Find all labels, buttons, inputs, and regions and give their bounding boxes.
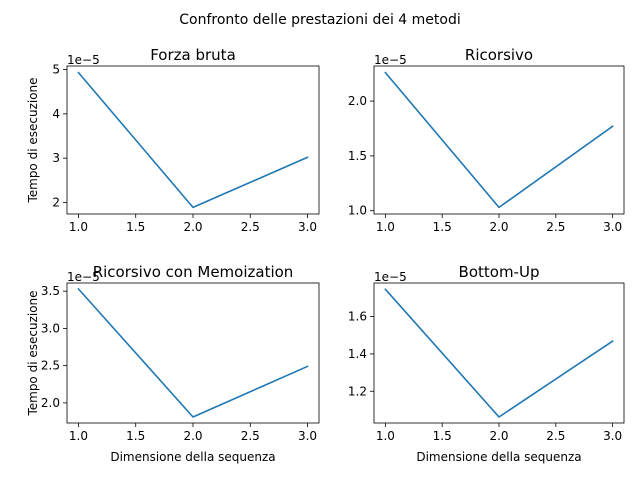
chart-1: Forza bruta 1.0 1.5 2.0 2.5 3.0 2 3 4 5 1e−5 Tempo …: [26, 46, 320, 234]
chart-4: Bottom-Up 1.0 1.5 2.0 2.5 3.0 1.2 1.4 1.6 1e−5 Dim…: [348, 263, 625, 464]
chart-4-xtick-label: 3.0: [603, 429, 622, 443]
chart-1-xtick-label: 2.0: [183, 220, 202, 234]
chart-3-data-point: [78, 288, 80, 290]
chart-2-xtick-label: 1.5: [433, 220, 452, 234]
chart-1-xtick-label: 1.5: [126, 220, 145, 234]
chart-4-ytick-label: 1.2: [348, 384, 367, 398]
chart-2-xtick-label: 1.0: [376, 220, 395, 234]
chart-2-data-point: [385, 72, 387, 74]
chart-3-xtick-label: 2.5: [241, 429, 260, 443]
chart-3-ytick-label: 3.0: [41, 321, 60, 335]
chart-3-title: Ricorsivo con Memoization: [93, 263, 294, 281]
chart-2-title: Ricorsivo: [465, 46, 533, 64]
chart-1-data-point: [307, 156, 309, 158]
chart-2-ytick-label: 1.5: [348, 149, 367, 163]
chart-1-title: Forza bruta: [150, 46, 236, 64]
chart-1-series-line: [77, 71, 309, 209]
chart-2-xtick-label: 3.0: [603, 220, 622, 234]
chart-4-ytick-label: 1.4: [348, 347, 367, 361]
chart-1-ytick-label: 3: [52, 151, 60, 165]
chart-1-ytick-label: 2: [52, 195, 60, 209]
chart-3-ytick-label: 2.0: [41, 396, 60, 410]
chart-3-offset-text: 1e−5: [67, 270, 100, 284]
chart-2-xtick-label: 2.0: [489, 220, 508, 234]
chart-2-series-line: [384, 71, 614, 209]
chart-4-axes-frame: [373, 282, 625, 424]
chart-4-ytick-label: 1.6: [348, 310, 367, 324]
chart-2: Ricorsivo 1.0 1.5 2.0 2.5 3.0 1.0 1.5 2.0 1e−5: [348, 46, 625, 234]
chart-3-axes-frame: [66, 282, 320, 424]
chart-3-ytick-label: 3.5: [41, 284, 60, 298]
chart-4-xtick-label: 2.5: [546, 429, 565, 443]
chart-2-data-point: [612, 125, 614, 127]
chart-4-title: Bottom-Up: [459, 263, 540, 281]
chart-2-data-point: [498, 207, 500, 209]
chart-3-xtick-label: 3.0: [298, 429, 317, 443]
chart-4-series-line: [384, 288, 614, 418]
chart-1-xtick-label: 1.0: [69, 220, 88, 234]
chart-4-xtick-label: 1.5: [433, 429, 452, 443]
chart-4-xlabel: Dimensione della sequenza: [416, 450, 581, 464]
chart-3-xlabel: Dimensione della sequenza: [110, 450, 275, 464]
chart-1-offset-text: 1e−5: [67, 53, 100, 67]
chart-3-data-point: [192, 416, 194, 418]
chart-1-xtick-label: 2.5: [241, 220, 260, 234]
chart-4-xtick-label: 2.0: [489, 429, 508, 443]
chart-3-xtick-label: 1.0: [69, 429, 88, 443]
chart-2-axes-frame: [373, 65, 625, 215]
chart-3-ylabel: Tempo di esecuzione: [26, 290, 40, 416]
chart-4-xtick-label: 1.0: [376, 429, 395, 443]
chart-1-xtick-label: 3.0: [298, 220, 317, 234]
chart-1-ytick-label: 5: [52, 63, 60, 77]
chart-2-xtick-label: 2.5: [546, 220, 565, 234]
chart-1-data-point: [192, 207, 194, 209]
chart-1-ytick-label: 4: [52, 107, 60, 121]
chart-2-ytick-label: 2.0: [348, 94, 367, 108]
chart-3-ytick-label: 2.5: [41, 359, 60, 373]
chart-2-ytick-label: 1.0: [348, 204, 367, 218]
chart-3: Ricorsivo con Memoization 1.0 1.5 2.0 2.5 3.0…: [26, 263, 320, 464]
chart-1-ylabel: Tempo di esecuzione: [26, 77, 40, 203]
chart-1-data-point: [78, 72, 80, 74]
chart-3-xtick-label: 2.0: [183, 429, 202, 443]
chart-4-data-point: [612, 340, 614, 342]
chart-3-series-line: [77, 287, 309, 418]
chart-2-offset-text: 1e−5: [374, 53, 407, 67]
chart-1-axes-frame: [66, 65, 320, 215]
chart-3-xtick-label: 1.5: [126, 429, 145, 443]
chart-4-data-point: [498, 416, 500, 418]
figure-suptitle: Confronto delle prestazioni dei 4 metodi: [179, 12, 460, 28]
chart-3-data-point: [307, 366, 309, 368]
chart-4-data-point: [385, 289, 387, 291]
chart-4-offset-text: 1e−5: [374, 270, 407, 284]
